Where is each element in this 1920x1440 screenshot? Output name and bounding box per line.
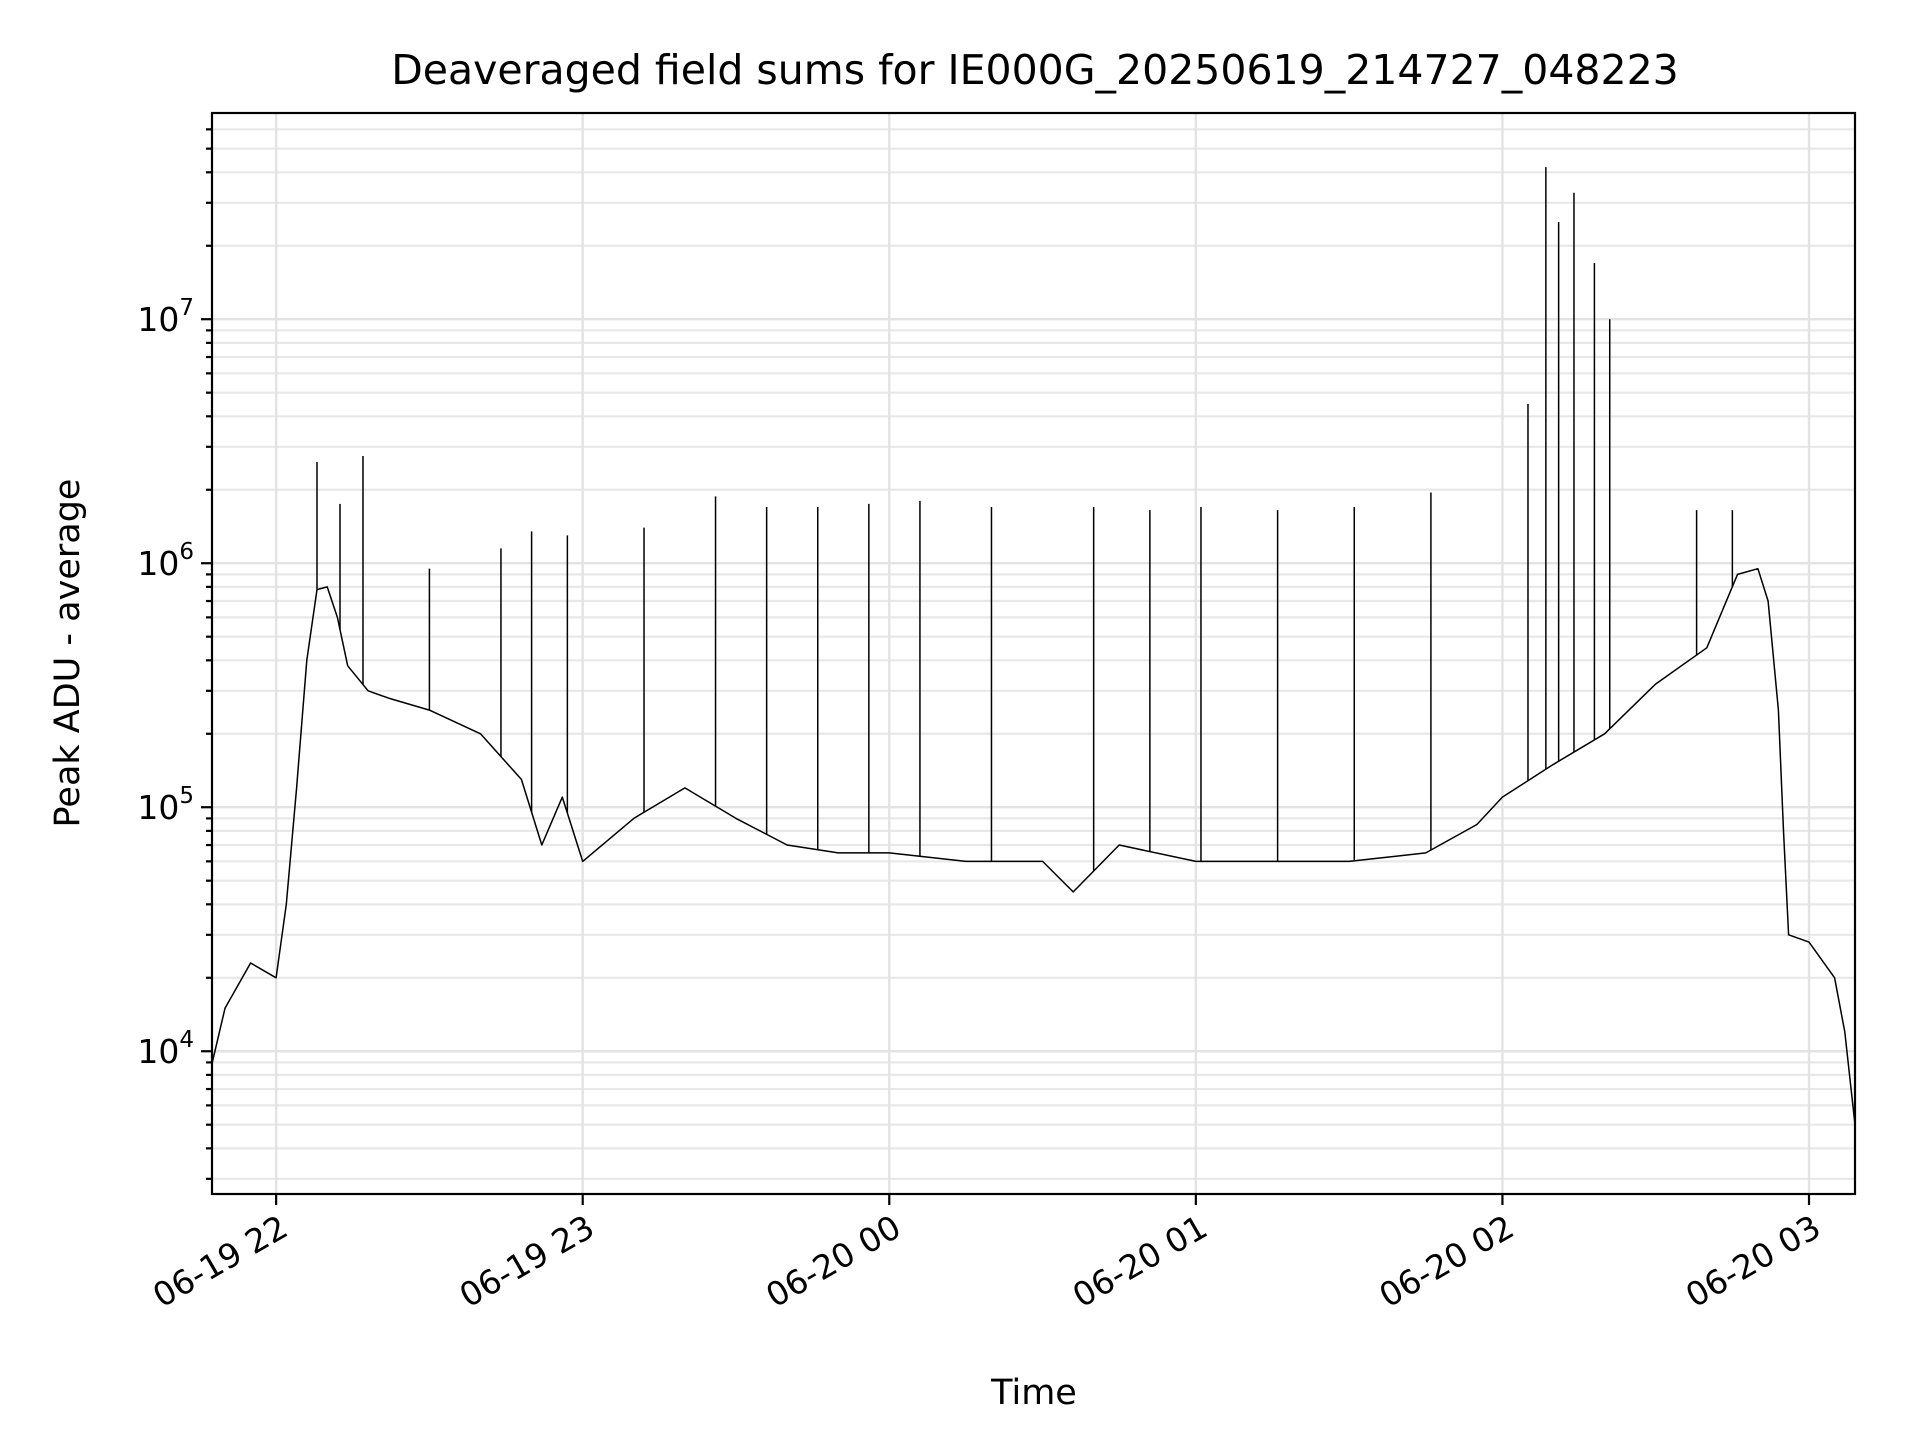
grid [212, 113, 1855, 1194]
series-line [211, 567, 1856, 1125]
y-tick-label: 106 [137, 539, 194, 583]
plot-frame [210, 111, 1857, 1196]
y-tick-label: 107 [137, 295, 194, 339]
y-tick-label: 105 [137, 783, 194, 827]
series-layer [211, 167, 1856, 1125]
y-axis-label: Peak ADU - average [48, 479, 88, 828]
x-axis-label: Time [990, 1373, 1077, 1413]
y-tick-label: 104 [137, 1027, 194, 1071]
chart-title: Deaveraged field sums for IE000G_2025061… [391, 46, 1679, 94]
